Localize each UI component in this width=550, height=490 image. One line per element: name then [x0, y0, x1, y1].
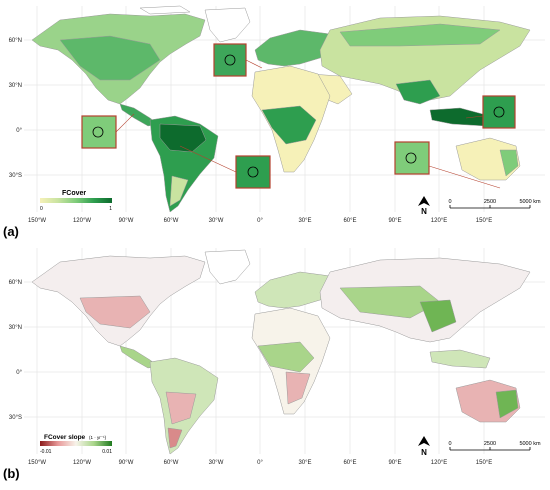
- fcover-slope-map: 150°W 120°W 90°W 60°W 30°W 0° 30°E 60°E …: [3, 248, 545, 481]
- scale-label: 0: [448, 199, 451, 205]
- legend-b: FCover slope (1 · yr⁻¹) -0.01 0.01: [40, 434, 112, 455]
- lon-tick: 30°W: [209, 460, 224, 466]
- lon-tick: 0°: [257, 460, 263, 466]
- lon-tick: 150°W: [28, 218, 46, 224]
- greenland: [204, 7, 251, 43]
- lat-tick: 60°N: [9, 280, 22, 286]
- panel-label: (a): [3, 224, 19, 239]
- color-ramp: [40, 198, 112, 203]
- north-label: N: [421, 448, 427, 457]
- lon-tick: 90°W: [119, 218, 134, 224]
- lat-tick: 0°: [16, 128, 22, 134]
- lat-tick: 30°S: [9, 415, 22, 421]
- land-masses: [31, 5, 531, 213]
- inset-asia: [482, 95, 516, 129]
- north-arrow-icon: N: [418, 436, 430, 457]
- north-arrow-icon: N: [418, 196, 430, 216]
- color-ramp: [40, 441, 112, 446]
- lon-tick: 60°W: [164, 218, 179, 224]
- legend-max: 1: [109, 206, 112, 212]
- europe: [254, 29, 336, 67]
- inset-south-america: [235, 155, 271, 189]
- lon-tick: 120°E: [431, 460, 447, 466]
- legend-a: FCover 0 1: [40, 190, 112, 212]
- lon-tick: 60°E: [343, 218, 356, 224]
- legend-title-text: FCover slope: [44, 434, 86, 441]
- lon-tick: 150°E: [476, 460, 492, 466]
- lon-tick: 120°E: [431, 218, 447, 224]
- lon-tick: 150°E: [476, 218, 492, 224]
- australia: [455, 137, 521, 181]
- lon-tick: 0°: [257, 218, 263, 224]
- lat-ticks-b: 60°N 30°N 0° 30°S: [9, 280, 23, 421]
- scale-label: 5000 km: [519, 441, 541, 447]
- scalebar: 0 2500 5000 km: [448, 199, 541, 209]
- legend-title: FCover: [62, 190, 86, 197]
- legend-max: 0.01: [102, 449, 112, 455]
- lon-tick: 30°W: [209, 218, 224, 224]
- lat-tick: 30°S: [9, 173, 22, 179]
- lon-tick: 60°E: [343, 460, 356, 466]
- lon-tick: 120°W: [73, 460, 91, 466]
- lon-ticks-b: 150°W 120°W 90°W 60°W 30°W 0° 30°E 60°E …: [28, 460, 492, 466]
- north-label: N: [421, 207, 427, 216]
- inset-europe: [213, 43, 247, 77]
- lon-tick: 90°W: [119, 460, 134, 466]
- scalebar: 0 2500 5000 km: [448, 441, 541, 451]
- scale-label: 2500: [484, 199, 496, 205]
- lat-tick: 0°: [16, 370, 22, 376]
- legend-unit: (1 · yr⁻¹): [89, 435, 107, 440]
- legend-min: -0.01: [40, 449, 52, 455]
- panel-b: 150°W 120°W 90°W 60°W 30°W 0° 30°E 60°E …: [0, 242, 550, 485]
- lon-tick: 120°W: [73, 218, 91, 224]
- fcover-map: 150°W 120°W 90°W 60°W 30°W 0° 30°E 60°E …: [3, 5, 545, 239]
- scale-label: 0: [448, 441, 451, 447]
- lon-ticks-a: 150°W 120°W 90°W 60°W 30°W 0° 30°E 60°E …: [28, 218, 492, 224]
- lon-tick: 90°E: [388, 218, 401, 224]
- legend-min: 0: [40, 206, 43, 212]
- panel-label: (b): [3, 466, 20, 481]
- lat-tick: 30°N: [9, 325, 22, 331]
- lon-tick: 150°W: [28, 460, 46, 466]
- lon-tick: 60°W: [164, 460, 179, 466]
- legend-title: FCover slope (1 · yr⁻¹): [44, 434, 107, 441]
- lon-tick: 90°E: [388, 460, 401, 466]
- lat-tick: 60°N: [9, 38, 22, 44]
- lat-ticks-a: 60°N 30°N 0° 30°S: [9, 38, 23, 179]
- scale-label: 2500: [484, 441, 496, 447]
- inset-australia: [394, 141, 430, 175]
- panel-a: 150°W 120°W 90°W 60°W 30°W 0° 30°E 60°E …: [0, 0, 550, 242]
- lon-tick: 30°E: [298, 218, 311, 224]
- lon-tick: 30°E: [298, 460, 311, 466]
- lat-tick: 30°N: [9, 83, 22, 89]
- inset-boxes: [81, 43, 516, 189]
- scale-label: 5000 km: [519, 199, 541, 205]
- land-masses: [31, 249, 531, 455]
- inset-central-america: [81, 115, 117, 149]
